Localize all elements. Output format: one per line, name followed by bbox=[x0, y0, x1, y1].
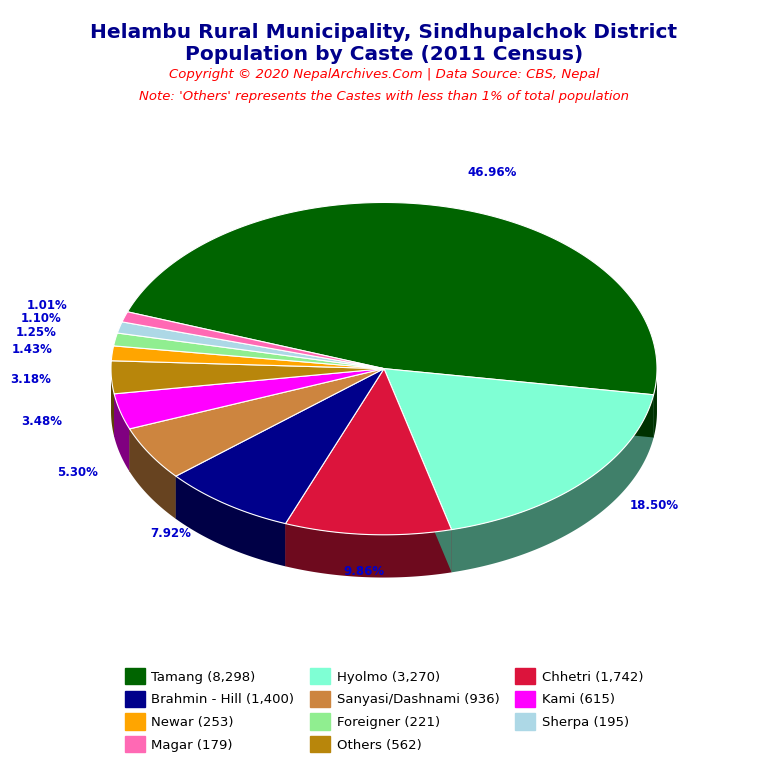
Polygon shape bbox=[111, 361, 384, 394]
Polygon shape bbox=[176, 369, 384, 519]
Polygon shape bbox=[452, 395, 654, 572]
Polygon shape bbox=[111, 361, 384, 412]
Polygon shape bbox=[176, 369, 384, 519]
Text: 3.48%: 3.48% bbox=[22, 415, 62, 428]
Polygon shape bbox=[286, 369, 452, 535]
Text: Copyright © 2020 NepalArchives.Com | Data Source: CBS, Nepal: Copyright © 2020 NepalArchives.Com | Dat… bbox=[169, 68, 599, 81]
Polygon shape bbox=[384, 369, 654, 438]
Polygon shape bbox=[286, 369, 384, 566]
Text: 1.10%: 1.10% bbox=[21, 312, 61, 325]
Polygon shape bbox=[111, 361, 384, 412]
Polygon shape bbox=[127, 203, 657, 395]
Text: 7.92%: 7.92% bbox=[150, 528, 191, 541]
Polygon shape bbox=[114, 369, 384, 436]
Polygon shape bbox=[130, 369, 384, 476]
Text: Note: 'Others' represents the Castes with less than 1% of total population: Note: 'Others' represents the Castes wit… bbox=[139, 90, 629, 103]
Polygon shape bbox=[384, 369, 452, 572]
Polygon shape bbox=[118, 322, 384, 369]
Polygon shape bbox=[286, 524, 452, 578]
Text: 3.18%: 3.18% bbox=[11, 372, 51, 386]
Polygon shape bbox=[384, 369, 452, 572]
Polygon shape bbox=[176, 476, 286, 566]
Text: Helambu Rural Municipality, Sindhupalchok District: Helambu Rural Municipality, Sindhupalcho… bbox=[91, 23, 677, 42]
Polygon shape bbox=[130, 429, 176, 519]
Polygon shape bbox=[111, 346, 384, 369]
Polygon shape bbox=[130, 369, 384, 472]
Polygon shape bbox=[176, 369, 384, 524]
Text: 5.30%: 5.30% bbox=[57, 466, 98, 479]
Polygon shape bbox=[114, 369, 384, 429]
Polygon shape bbox=[130, 369, 384, 472]
Polygon shape bbox=[384, 369, 654, 530]
Text: 18.50%: 18.50% bbox=[630, 498, 679, 511]
Text: 1.25%: 1.25% bbox=[15, 326, 56, 339]
Polygon shape bbox=[384, 369, 654, 438]
Text: Population by Caste (2011 Census): Population by Caste (2011 Census) bbox=[185, 45, 583, 64]
Polygon shape bbox=[654, 367, 657, 438]
Text: 1.01%: 1.01% bbox=[27, 299, 68, 312]
Polygon shape bbox=[111, 366, 114, 436]
Polygon shape bbox=[114, 333, 384, 369]
Polygon shape bbox=[286, 369, 384, 566]
Legend: Tamang (8,298), Brahmin - Hill (1,400), Newar (253), Magar (179), Hyolmo (3,270): Tamang (8,298), Brahmin - Hill (1,400), … bbox=[120, 663, 648, 757]
Polygon shape bbox=[114, 394, 130, 472]
Polygon shape bbox=[122, 312, 384, 369]
Text: 46.96%: 46.96% bbox=[468, 166, 517, 179]
Polygon shape bbox=[114, 369, 384, 436]
Text: 9.86%: 9.86% bbox=[343, 564, 385, 578]
Text: 1.43%: 1.43% bbox=[12, 343, 52, 356]
